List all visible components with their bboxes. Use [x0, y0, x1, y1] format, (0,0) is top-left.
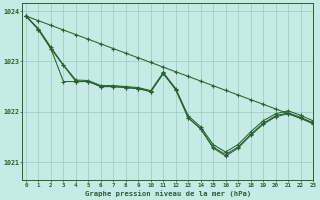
- X-axis label: Graphe pression niveau de la mer (hPa): Graphe pression niveau de la mer (hPa): [84, 190, 251, 197]
